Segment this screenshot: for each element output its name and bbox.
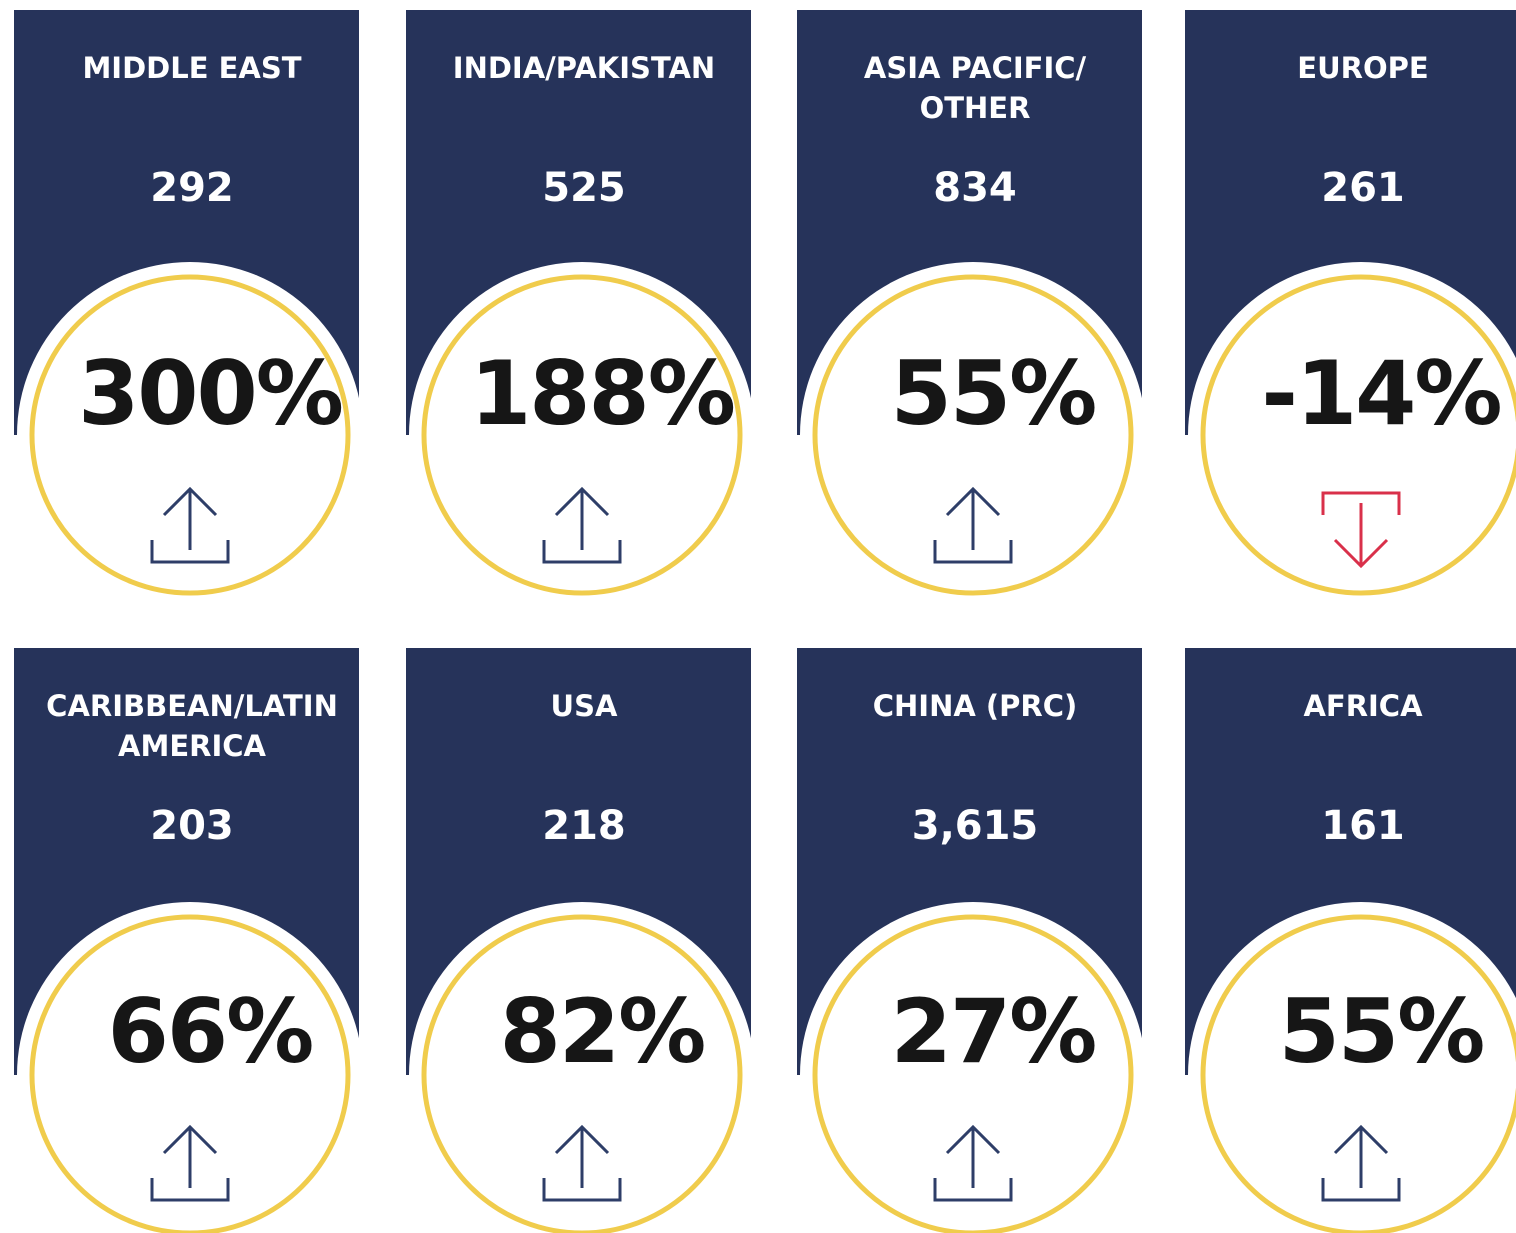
trend-icon xyxy=(1321,1124,1401,1202)
count: 3,615 xyxy=(912,803,1039,849)
region-label: ASIA PACIFIC/ xyxy=(864,51,1087,85)
change: -14% xyxy=(1261,342,1500,445)
change: 188% xyxy=(470,342,734,445)
count: 834 xyxy=(933,165,1017,211)
circle-ring xyxy=(1200,914,1516,1233)
count: 161 xyxy=(1321,803,1405,849)
trend-icon xyxy=(1321,491,1401,569)
region-label: EUROPE xyxy=(1297,51,1428,85)
count: 292 xyxy=(150,165,234,211)
change: 82% xyxy=(500,980,705,1083)
circle-ring xyxy=(421,274,743,596)
circle-ring xyxy=(812,914,1134,1233)
trend-icon xyxy=(150,1124,230,1202)
trend-icon xyxy=(933,1124,1013,1202)
circle-ring xyxy=(1200,274,1516,596)
region-label: USA xyxy=(551,689,618,723)
count: 525 xyxy=(542,165,626,211)
trend-icon xyxy=(933,486,1013,564)
trend-icon xyxy=(542,1124,622,1202)
change: 55% xyxy=(1279,980,1484,1083)
region-label: CARIBBEAN/LATIN xyxy=(46,689,338,723)
region-label: MIDDLE EAST xyxy=(82,51,301,85)
trend-icon xyxy=(150,486,230,564)
circle-ring xyxy=(421,914,743,1233)
region-label: INDIA/PAKISTAN xyxy=(453,51,715,85)
circle-ring xyxy=(29,274,351,596)
count: 203 xyxy=(150,803,234,849)
change: 300% xyxy=(78,342,342,445)
change: 55% xyxy=(891,342,1096,445)
change: 27% xyxy=(891,980,1096,1083)
circle-ring xyxy=(29,914,351,1233)
trend-icon xyxy=(542,486,622,564)
region-label: CHINA (PRC) xyxy=(873,689,1078,723)
change: 66% xyxy=(108,980,313,1083)
region-label: OTHER xyxy=(920,91,1031,125)
region-label: AMERICA xyxy=(118,729,267,763)
region-label: AFRICA xyxy=(1303,689,1423,723)
circle-ring xyxy=(812,274,1134,596)
count: 218 xyxy=(542,803,626,849)
count: 261 xyxy=(1321,165,1405,211)
